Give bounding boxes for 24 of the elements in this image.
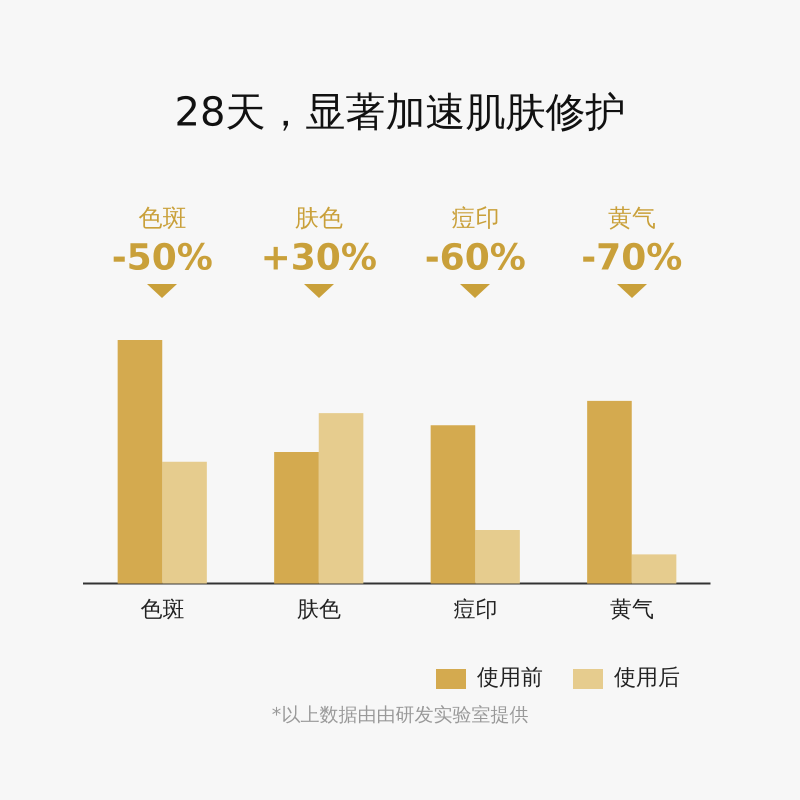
text: 痘印 [451,204,500,232]
bar [430,425,476,584]
x-tick-label: 黄气 [610,598,654,623]
bar [118,340,162,584]
bar [318,413,364,584]
bar [632,554,676,584]
text: +30% [260,237,377,278]
chart-title: 28天，显著加速肌肤修护 [174,89,626,136]
text: 肤色 [294,204,343,232]
bar [475,530,520,584]
bar [587,400,632,584]
legend-label: 使用后 [614,666,680,691]
text: -50% [112,237,213,278]
x-tick-label: 痘印 [453,598,498,623]
legend-label: 使用前 [477,666,543,691]
text: *以上数据由由研发实验室提供 [272,704,528,726]
text: 色斑 [138,204,186,232]
text: -70% [581,237,682,278]
text: -60% [424,237,526,278]
text: 黄气 [608,204,656,232]
bar [162,462,207,584]
x-tick-label: 色斑 [140,598,184,623]
bar [274,452,319,584]
x-tick-label: 肤色 [296,598,341,623]
